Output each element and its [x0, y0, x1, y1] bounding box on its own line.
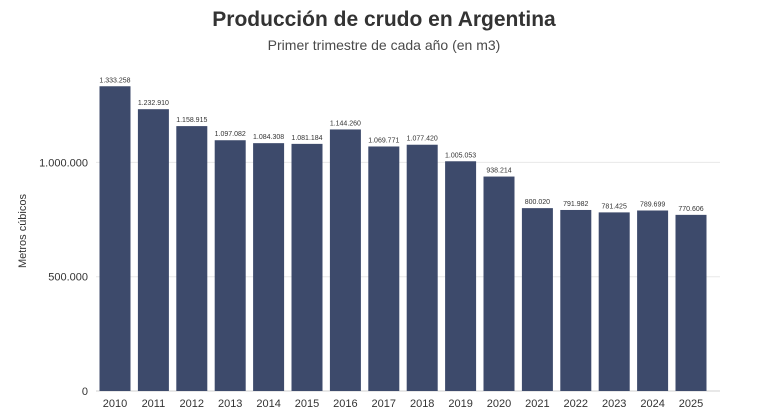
- data-label-2022: 791.982: [563, 201, 588, 208]
- data-label-2013: 1.097.082: [215, 131, 246, 138]
- chart-title: Producción de crudo en Argentina: [212, 8, 556, 31]
- bar-2011: [137, 109, 169, 391]
- bar-2013: [214, 140, 246, 391]
- x-tick-label: 2011: [142, 398, 166, 410]
- chart-subtitle: Primer trimestre de cada año (en m3): [267, 37, 501, 53]
- x-tick-label: 2021: [525, 398, 549, 410]
- y-tick-label: 1.000.000: [39, 157, 88, 169]
- data-label-2025: 770.606: [678, 206, 703, 213]
- x-tick-label: 2016: [333, 398, 357, 410]
- bar-2014: [253, 143, 285, 391]
- x-tick-label: 2014: [256, 398, 280, 410]
- data-label-2011: 1.232.910: [138, 100, 169, 107]
- bar-2017: [368, 146, 400, 391]
- data-label-2010: 1.333.258: [99, 77, 130, 84]
- bar-2016: [329, 129, 361, 391]
- bar-2025: [675, 214, 707, 391]
- bar-2015: [291, 143, 323, 391]
- bar-2022: [560, 209, 592, 391]
- data-label-2021: 800.020: [525, 199, 550, 206]
- x-tick-label: 2023: [602, 398, 626, 410]
- bar-2024: [637, 210, 669, 391]
- x-tick-label: 2024: [640, 398, 664, 410]
- x-tick-label: 2019: [448, 398, 472, 410]
- data-label-2016: 1.144.260: [330, 120, 361, 127]
- bars: [99, 86, 707, 392]
- data-label-2020: 938.214: [486, 168, 511, 175]
- y-axis-ticks: 0 500.000 1.000.000: [39, 157, 88, 398]
- x-tick-label: 2015: [295, 398, 319, 410]
- x-tick-label: 2022: [564, 398, 588, 410]
- x-axis-ticks: 2010 2011 2012 2013 2014 2015 2016 2017 2018 2019…: [103, 398, 703, 410]
- x-tick-label: 2010: [103, 398, 127, 410]
- bar-2019: [445, 161, 477, 391]
- data-label-2023: 781.425: [602, 203, 627, 210]
- data-label-2012: 1.158.915: [176, 117, 207, 124]
- y-tick-label: 0: [82, 386, 88, 398]
- x-tick-label: 2025: [679, 398, 703, 410]
- bar-2021: [521, 208, 553, 391]
- data-label-2015: 1.081.184: [291, 135, 322, 142]
- x-tick-label: 2012: [180, 398, 204, 410]
- x-tick-label: 2020: [487, 398, 511, 410]
- bar-2010: [99, 86, 131, 392]
- data-label-2017: 1.069.771: [368, 137, 399, 144]
- x-tick-label: 2017: [372, 398, 396, 410]
- data-label-2024: 789.699: [640, 201, 665, 208]
- bar-2018: [406, 144, 438, 391]
- y-axis-label: Metros cúbicos: [17, 194, 29, 268]
- bar-2012: [176, 126, 208, 392]
- data-labels: 1.333.258 1.232.910 1.158.915 1.097.082 1.08…: [99, 77, 703, 213]
- y-tick-label: 500.000: [48, 272, 88, 284]
- bar-2020: [483, 176, 515, 391]
- data-label-2018: 1.077.420: [407, 136, 438, 143]
- bar-2023: [598, 212, 630, 391]
- data-label-2014: 1.084.308: [253, 134, 284, 141]
- data-label-2019: 1.005.053: [445, 152, 476, 159]
- x-tick-label: 2013: [218, 398, 242, 410]
- x-tick-label: 2018: [410, 398, 434, 410]
